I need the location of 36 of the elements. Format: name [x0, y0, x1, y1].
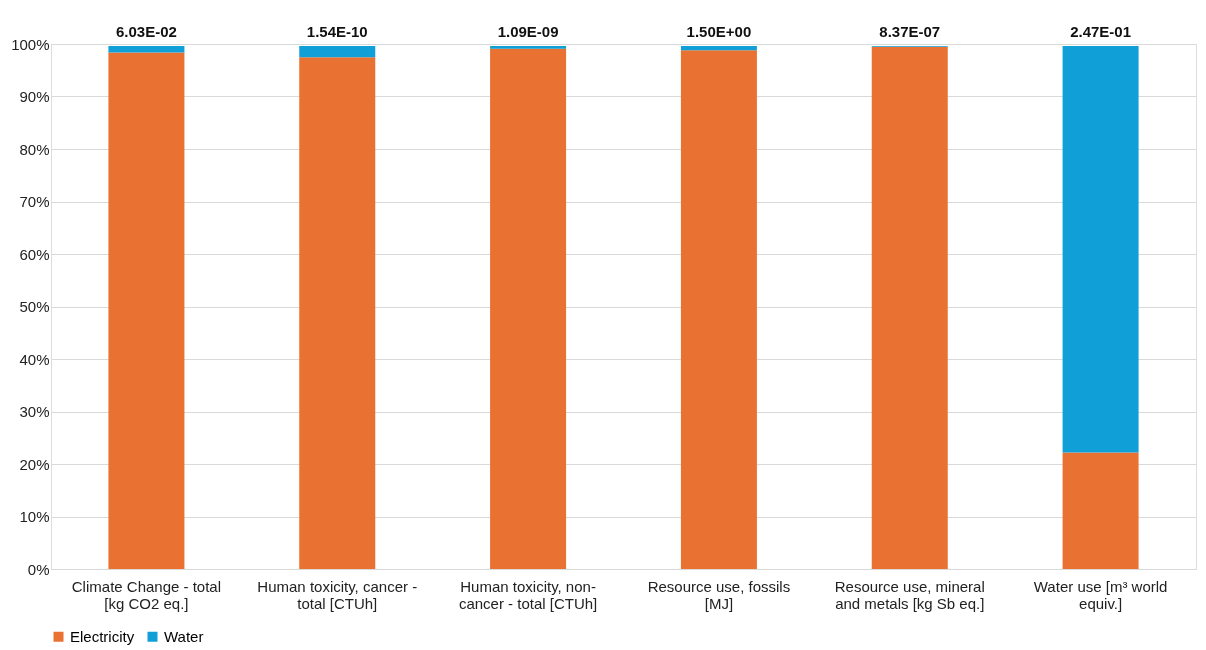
annotation: 1.54E-10 [306, 23, 368, 41]
bar [108, 46, 185, 53]
y-tick-label: 10% [19, 508, 50, 525]
bar [1062, 452, 1139, 569]
y-tick-label: 50% [19, 298, 50, 315]
x-tick-label: Climate Change - total [kg CO2 eq.] [71, 577, 222, 612]
bar [871, 46, 948, 569]
x-tick-label: Resource use, fossils [MJ] [647, 577, 791, 612]
x-tick-label: Human toxicity, non-cancer - total [CTUh] [458, 577, 598, 612]
y-tick-label: 40% [19, 350, 50, 368]
legend-label: Water [164, 627, 204, 645]
y-tick-label: 0% [27, 560, 50, 578]
bar [108, 52, 185, 569]
bar [680, 46, 757, 51]
y-tick-label: 90% [19, 88, 50, 105]
annotation: 1.50E+00 [686, 23, 752, 41]
y-tick-label: 70% [19, 193, 50, 210]
annotation: 8.37E-07 [879, 23, 941, 41]
x-tick-label: Water use [m³ world equiv.] [1033, 577, 1168, 612]
y-tick-label: 30% [19, 403, 50, 420]
bar [299, 46, 376, 58]
annotation: 1.09E-09 [497, 23, 559, 41]
y-tick-label: 60% [19, 245, 50, 263]
bar [299, 57, 376, 569]
x-tick-label: Human toxicity, cancer - total [CTUh] [257, 577, 418, 612]
bar [490, 46, 567, 49]
y-tick-label: 100% [11, 35, 50, 53]
bar [490, 48, 567, 569]
annotation: 2.47E-01 [1070, 23, 1132, 41]
legend-label: Electricity [70, 627, 135, 645]
x-tick-label: Resource use, mineral and metals [kg Sb eq.] [834, 577, 985, 612]
y-tick-label: 80% [19, 140, 50, 158]
bar [680, 50, 757, 569]
y-tick-label: 20% [19, 455, 50, 473]
annotation: 6.03E-02 [115, 23, 177, 41]
bar [1062, 46, 1139, 453]
